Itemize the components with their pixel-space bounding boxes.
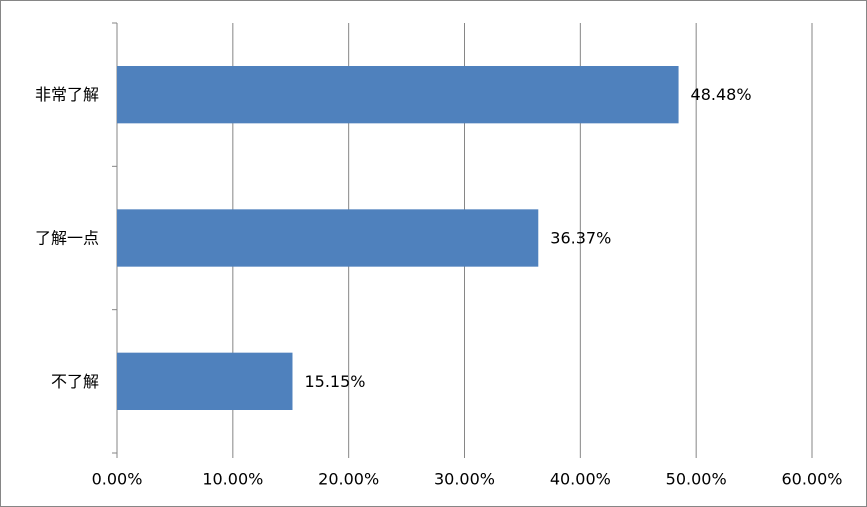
y-tick-label: 非常了解 — [35, 85, 99, 104]
x-tick-label: 50.00% — [666, 470, 727, 489]
x-tick-label: 60.00% — [781, 470, 842, 489]
x-tick-label: 0.00% — [92, 470, 143, 489]
bar — [117, 352, 293, 410]
bar — [117, 209, 539, 267]
data-label: 15.15% — [304, 372, 365, 391]
bar — [117, 66, 679, 124]
data-label: 48.48% — [691, 85, 752, 104]
x-tick-label: 20.00% — [318, 470, 379, 489]
x-tick-label: 30.00% — [434, 470, 495, 489]
y-tick-label: 不了解 — [51, 372, 99, 391]
y-tick-label: 了解一点 — [35, 229, 99, 248]
data-label: 36.37% — [550, 229, 611, 248]
x-tick-label: 40.00% — [550, 470, 611, 489]
x-tick-label: 10.00% — [202, 470, 263, 489]
